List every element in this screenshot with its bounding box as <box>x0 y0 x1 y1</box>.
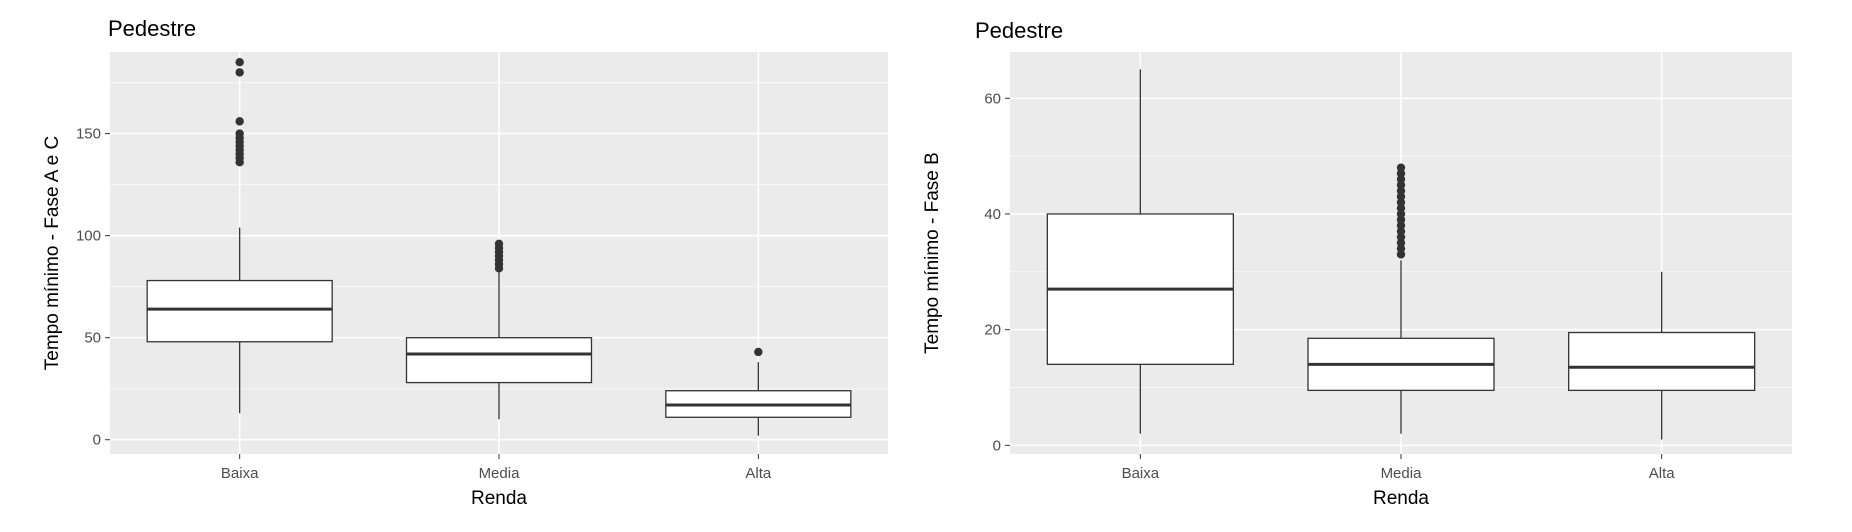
outlier-point <box>1396 227 1406 236</box>
chart-panel-2: 0 20 40 60 Baixa Media Alta Pedestre Renda Tempo … <box>922 18 1792 509</box>
outlier-point <box>1396 203 1406 213</box>
x-tick-label: Alta <box>745 465 772 482</box>
outlier-point <box>494 239 504 249</box>
iqr-box <box>405 337 593 384</box>
y-tick-label: 40 <box>984 206 1001 223</box>
box-alta <box>665 347 852 436</box>
y-tick-label: 0 <box>93 432 101 449</box>
box-baixa <box>1046 69 1234 434</box>
x-tick-label: Baixa <box>221 465 259 482</box>
y-axis-title: Tempo mínimo - Fase B <box>922 152 943 354</box>
outlier-point <box>1396 186 1406 196</box>
outlier-point <box>1396 238 1406 248</box>
outlier-point <box>1396 180 1406 190</box>
outlier-point <box>1396 175 1406 184</box>
chart-title: Pedestre <box>108 16 196 41</box>
outlier-point <box>235 117 244 126</box>
x-tick-label: Baixa <box>1122 465 1160 482</box>
outlier-point <box>1396 169 1406 178</box>
y-tick-label: 20 <box>984 322 1001 339</box>
outlier-point <box>1396 244 1406 253</box>
y-tick-label: 50 <box>84 330 101 347</box>
y-tick-label: 60 <box>984 90 1001 107</box>
iqr-box <box>1568 331 1756 392</box>
outlier-point <box>1396 221 1406 230</box>
outlier-point <box>1396 250 1406 259</box>
y-tick-label: 150 <box>76 126 101 143</box>
outlier-point <box>754 347 763 357</box>
outlier-point <box>1396 232 1406 242</box>
outlier-point <box>1396 215 1406 224</box>
outlier-point <box>1396 209 1406 219</box>
outlier-point <box>235 68 244 77</box>
outlier-point <box>1396 198 1406 207</box>
x-axis-title: Renda <box>1373 488 1429 509</box>
chart-panel-1: 0 50 100 150 Baixa Media Alta Pedestre Renda Temp… <box>42 16 888 509</box>
x-tick-label: Media <box>479 465 521 482</box>
outlier-point <box>1396 163 1406 172</box>
box-media <box>1307 163 1495 434</box>
y-tick-label: 0 <box>993 437 1001 454</box>
box-alta <box>1568 271 1756 440</box>
chart-title: Pedestre <box>975 18 1063 43</box>
outlier-point <box>1396 192 1406 201</box>
y-tick-label: 100 <box>76 228 101 245</box>
y-axis-title: Tempo mínimo - Fase A e C <box>42 136 63 370</box>
x-axis-title: Renda <box>471 488 527 509</box>
outlier-point <box>235 129 244 138</box>
outlier-point <box>235 58 244 67</box>
x-tick-label: Media <box>1381 465 1423 482</box>
box-media <box>405 239 593 420</box>
box-baixa <box>146 58 333 414</box>
x-tick-label: Alta <box>1649 465 1676 482</box>
iqr-box <box>146 279 333 343</box>
